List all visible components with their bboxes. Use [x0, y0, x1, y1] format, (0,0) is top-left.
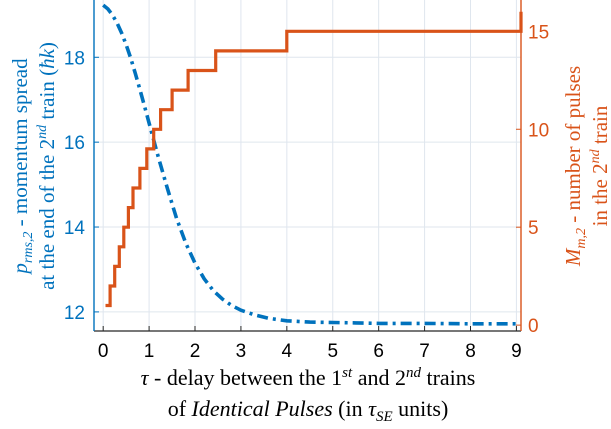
x-axis-label-line2-part: units) [393, 396, 449, 421]
momentum-spread-series [102, 3, 517, 326]
left-y-tick-label: 18 [64, 48, 85, 69]
right-y-axis-label-line1-part: m,2 [574, 228, 589, 249]
x-tick-label: 4 [282, 341, 293, 362]
axes [93, 0, 522, 332]
left-y-axis-label-line2: at the end of the 2nd train (ħk) [35, 42, 59, 290]
grid-lines [94, 0, 521, 331]
x-tick-label: 5 [327, 341, 338, 362]
right-y-tick-label: 10 [528, 120, 549, 141]
right-y-axis-label: Mm,2 - number of pulses in the 2nd train [561, 66, 611, 267]
right-y-tick-label: 15 [528, 22, 549, 43]
left-y-tick-label: 16 [64, 133, 85, 154]
x-tick-label: 8 [465, 341, 476, 362]
right-y-axis-label-line1: Mm,2 - number of pulses [561, 66, 589, 267]
left-y-axis-label-line2-part: ) [35, 42, 59, 49]
left-y-axis-label-line2-part: at the end of the 2 [35, 139, 59, 290]
left-y-axis-label: prms,2 - momentum spread at the end of th… [8, 42, 59, 290]
left-y-axis-label-line2-part: ħk [35, 48, 59, 69]
right-y-tick-label: 5 [528, 218, 539, 239]
right-y-axis-label-line2-part: nd [588, 148, 603, 163]
right-y-axis-label-line2-part: in the 2 [588, 163, 611, 226]
axis-labels: τ - delay between the 1st and 2nd trains… [8, 42, 611, 425]
x-axis-label-line2-part: Identical Pulses [191, 396, 333, 421]
x-tick-label: 7 [419, 341, 430, 362]
right-y-axis-label-line2: in the 2nd train [588, 105, 611, 226]
left-y-axis-label-line2-part: nd [35, 124, 50, 139]
x-axis-label-line2: of Identical Pulses (in τSE units) [168, 396, 449, 425]
x-tick-label: 3 [236, 341, 247, 362]
right-y-axis-label-line1-part: M [561, 247, 585, 267]
right-y-axis-label-line2-part: train [588, 105, 611, 149]
left-y-axis-label-line1: prms,2 - momentum spread [8, 58, 36, 276]
plot-series [102, 3, 523, 326]
left-y-axis-label-line1-part: - momentum spread [8, 58, 32, 232]
x-tick-label: 2 [190, 341, 201, 362]
left-y-tick-label: 12 [64, 303, 85, 324]
x-axis-label-line1: τ - delay between the 1st and 2nd trains [141, 365, 476, 390]
x-axis-label-line1-part: and 2 [352, 365, 406, 390]
x-axis-label-line1-part: nd [406, 365, 422, 381]
x-tick-label: 0 [98, 341, 109, 362]
x-tick-label: 9 [511, 341, 522, 362]
left-y-axis-label-line1-part: rms,2 [21, 232, 36, 264]
x-axis-label-line2-part: (in [333, 396, 368, 421]
x-axis-label-line2-part: τ [368, 396, 377, 421]
right-y-tick-label: 0 [528, 316, 539, 337]
x-axis-label-line1-part: trains [421, 365, 475, 390]
right-y-axis-label-line1-part: - number of pulses [561, 66, 585, 228]
x-axis-label-line1-part: st [342, 365, 353, 381]
left-y-tick-label: 14 [64, 218, 86, 239]
x-tick-label: 6 [373, 341, 384, 362]
left-y-axis-label-line2-part: train ( [35, 69, 59, 125]
x-axis-label-line1-part: - delay between the 1 [149, 365, 343, 390]
pulse-count-series [105, 11, 523, 308]
x-axis-label-line1-part: τ [141, 365, 150, 390]
left-y-axis-label-line1-part: p [8, 263, 32, 276]
x-axis-label-line2-part: of [168, 396, 192, 421]
x-axis-label-line2-part: SE [376, 409, 393, 425]
x-tick-label: 1 [144, 341, 155, 362]
